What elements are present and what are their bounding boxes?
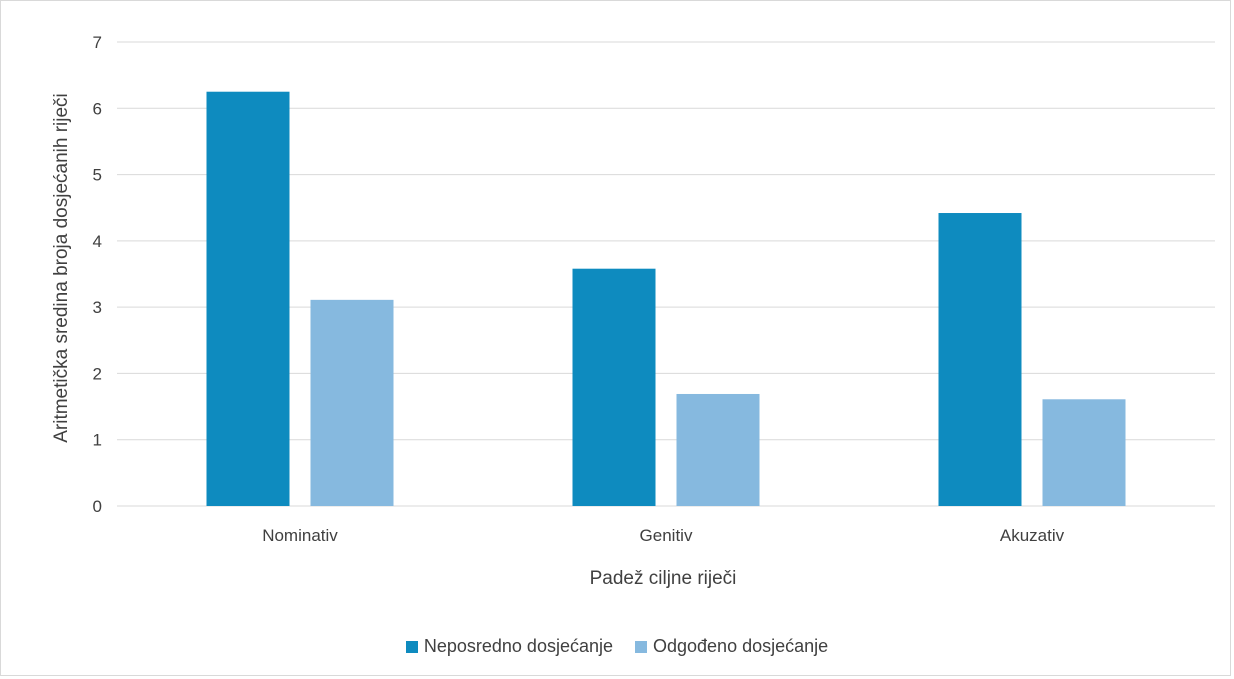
y-tick-label: 5	[93, 166, 102, 185]
gridlines	[117, 41, 1215, 507]
x-axis-ticks: Nominativ Genitiv Akuzativ	[262, 526, 1064, 545]
bar-genitiv-neposredno	[572, 268, 656, 506]
x-axis-title: Padež ciljne riječi	[590, 568, 737, 589]
y-axis-ticks: 0 1 2 3 4 5 6 7	[93, 33, 102, 516]
y-axis-title: Aritmetička sredina broja dosjećanih rij…	[51, 93, 72, 443]
y-tick-label: 4	[93, 232, 102, 251]
bar-genitiv-odgodeno	[676, 393, 760, 506]
bar-akuzativ-odgodeno	[1042, 399, 1126, 506]
legend-swatch-neposredno	[405, 640, 418, 653]
y-tick-label: 1	[93, 431, 102, 450]
legend-label-odgodeno: Odgođeno dosjećanje	[653, 636, 829, 656]
legend-item-odgodeno: Odgođeno dosjećanje	[635, 636, 828, 657]
bars	[206, 91, 1126, 506]
bar-nominativ-odgodeno	[310, 299, 394, 506]
y-tick-label: 0	[93, 497, 102, 516]
legend-swatch-odgodeno	[635, 640, 647, 653]
y-tick-label: 6	[93, 99, 102, 118]
legend-label-neposredno: Neposredno dosjećanje	[423, 636, 613, 656]
bar-nominativ-neposredno	[206, 91, 290, 506]
y-tick-label: 7	[93, 33, 102, 52]
x-tick-label: Akuzativ	[1000, 526, 1065, 545]
legend-item-neposredno: Neposredno dosjećanje	[405, 636, 613, 657]
legend: Neposredno dosjećanje Odgođeno dosjećanj…	[0, 636, 1234, 657]
x-tick-label: Genitiv	[640, 526, 693, 545]
y-tick-label: 3	[93, 298, 102, 317]
y-tick-label: 2	[93, 364, 102, 383]
bar-akuzativ-neposredno	[938, 213, 1022, 506]
x-tick-label: Nominativ	[262, 526, 338, 545]
